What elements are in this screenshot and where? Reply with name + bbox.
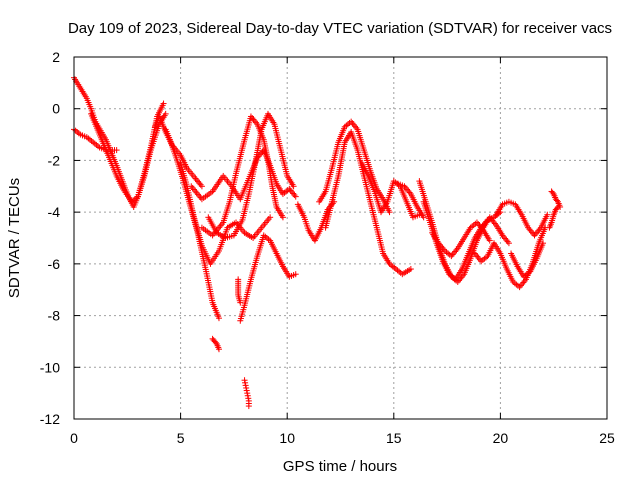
- data-points: [71, 74, 564, 410]
- x-tick-label: 25: [599, 430, 615, 446]
- x-tick-label: 5: [177, 430, 185, 446]
- series-t5: [162, 126, 222, 322]
- series-t24: [508, 240, 547, 280]
- x-tick-label: 10: [279, 430, 295, 446]
- series-t1: [71, 74, 167, 210]
- y-tick-label: -2: [48, 152, 61, 168]
- series-t23: [493, 198, 551, 239]
- chart-title: Day 109 of 2023, Sidereal Day-to-day VTE…: [68, 20, 612, 37]
- series-t18: [395, 180, 427, 221]
- series-t17: [358, 160, 423, 221]
- series-t26: [546, 203, 561, 231]
- y-tick-label: 2: [52, 49, 60, 65]
- grid: [74, 57, 607, 419]
- x-axis-label: GPS time / hours: [283, 458, 397, 475]
- y-tick-label: -8: [48, 308, 61, 324]
- series-t13: [241, 377, 252, 410]
- y-tick-label: -12: [40, 411, 60, 427]
- x-tick-label: 0: [70, 430, 78, 446]
- series-t21: [429, 219, 493, 260]
- series-t9: [205, 110, 297, 241]
- plot-frame: [73, 56, 608, 420]
- series-t20: [420, 198, 504, 283]
- x-tick-label: 15: [386, 430, 402, 446]
- series-t11: [209, 335, 222, 353]
- y-tick-label: 0: [52, 101, 60, 117]
- x-tick-label: 20: [493, 430, 509, 446]
- y-axis-label: SDTVAR / TECUs: [6, 178, 23, 298]
- series-t10: [237, 232, 299, 324]
- series-t7: [188, 147, 299, 203]
- series-t15: [316, 118, 393, 216]
- y-tick-label: -6: [48, 256, 61, 272]
- series-t8: [198, 113, 286, 239]
- y-tick-label: -10: [40, 359, 60, 375]
- series-t12: [235, 276, 244, 306]
- y-tick-label: -4: [48, 204, 61, 220]
